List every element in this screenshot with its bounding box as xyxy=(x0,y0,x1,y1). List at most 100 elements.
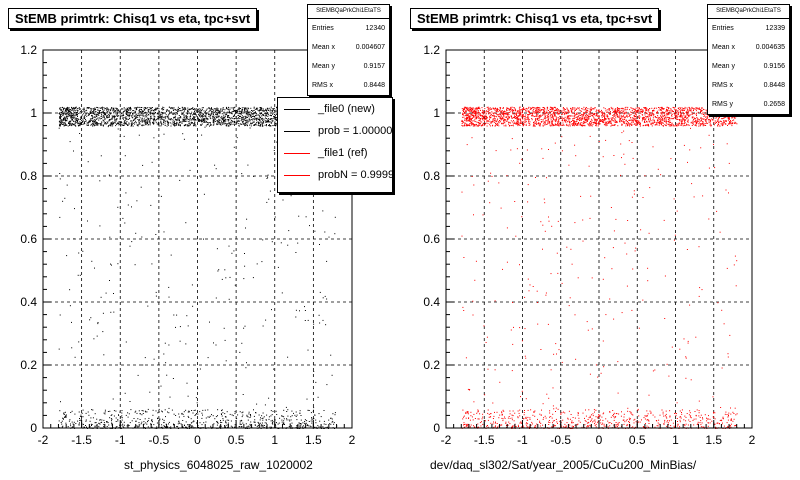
data-point xyxy=(158,123,160,125)
data-point xyxy=(274,116,276,118)
data-point xyxy=(606,109,608,111)
data-point xyxy=(221,109,223,111)
data-point xyxy=(104,409,106,411)
data-point xyxy=(549,106,551,108)
data-point xyxy=(272,421,273,423)
data-point xyxy=(257,421,259,423)
data-point xyxy=(246,108,248,110)
data-point xyxy=(118,414,119,416)
data-point xyxy=(75,106,77,108)
data-point xyxy=(110,415,112,416)
data-point xyxy=(188,411,190,413)
data-point xyxy=(83,107,85,109)
data-point xyxy=(318,426,320,428)
data-point xyxy=(175,112,177,114)
data-point xyxy=(75,125,77,127)
data-point xyxy=(606,111,608,113)
data-point xyxy=(201,123,203,125)
y-tick-label: 0.2 xyxy=(20,358,37,372)
data-point xyxy=(116,123,118,125)
data-point xyxy=(149,107,151,109)
data-point xyxy=(202,115,204,117)
data-point xyxy=(227,426,229,428)
data-point xyxy=(199,119,201,121)
data-point xyxy=(684,108,686,110)
data-point xyxy=(566,118,568,120)
data-point xyxy=(178,421,180,423)
data-point xyxy=(332,413,334,415)
data-point xyxy=(532,110,534,112)
data-point xyxy=(177,110,179,112)
data-point xyxy=(482,111,484,113)
data-point xyxy=(173,124,175,126)
data-point xyxy=(224,119,226,121)
data-point xyxy=(668,113,670,115)
data-point xyxy=(188,123,190,125)
data-point xyxy=(487,110,489,112)
data-point xyxy=(165,117,167,119)
data-point xyxy=(224,109,226,111)
data-point xyxy=(224,413,226,415)
data-point xyxy=(211,108,213,110)
data-point xyxy=(633,108,635,110)
data-point xyxy=(697,111,699,113)
data-point xyxy=(157,418,158,420)
data-point xyxy=(99,419,101,421)
data-point xyxy=(225,125,227,127)
data-point xyxy=(472,125,474,127)
data-point xyxy=(534,119,536,121)
data-point xyxy=(107,126,109,128)
data-point xyxy=(249,116,251,118)
data-point xyxy=(146,411,148,413)
data-point xyxy=(672,106,674,108)
data-point xyxy=(91,112,93,114)
data-point xyxy=(126,109,128,111)
data-point xyxy=(512,112,514,114)
data-point xyxy=(197,248,199,250)
data-point xyxy=(187,110,189,112)
data-point xyxy=(208,113,210,115)
data-point xyxy=(81,154,83,156)
data-point xyxy=(493,113,495,115)
data-point xyxy=(113,111,115,113)
data-point xyxy=(150,113,152,115)
data-point xyxy=(157,107,159,109)
data-point xyxy=(198,120,199,122)
data-point xyxy=(625,125,627,127)
data-point xyxy=(67,109,69,110)
data-point xyxy=(670,108,672,110)
data-point xyxy=(643,121,645,123)
data-point xyxy=(259,113,261,115)
data-point xyxy=(259,109,261,111)
data-point xyxy=(213,120,215,122)
data-point xyxy=(549,125,551,127)
data-point xyxy=(665,116,667,118)
data-point xyxy=(221,122,223,124)
data-point xyxy=(170,107,172,109)
data-point xyxy=(149,124,151,126)
data-point xyxy=(463,111,464,112)
data-point xyxy=(198,120,200,122)
data-point xyxy=(174,124,176,126)
data-point xyxy=(173,423,174,425)
data-point xyxy=(289,420,291,422)
data-point xyxy=(639,116,641,118)
data-point xyxy=(71,125,73,127)
data-point xyxy=(137,119,139,120)
data-point xyxy=(282,415,284,417)
data-point xyxy=(151,420,153,422)
data-point xyxy=(199,111,201,113)
data-point xyxy=(570,123,572,125)
data-point xyxy=(108,117,110,118)
data-point xyxy=(179,179,181,181)
data-point xyxy=(131,122,133,124)
data-point xyxy=(296,414,298,416)
data-point xyxy=(149,107,151,109)
data-point xyxy=(495,124,497,126)
data-point xyxy=(218,118,220,120)
data-point xyxy=(251,113,253,115)
data-point xyxy=(80,123,82,125)
data-point xyxy=(64,124,66,126)
data-point xyxy=(700,111,701,113)
data-point xyxy=(693,117,695,119)
